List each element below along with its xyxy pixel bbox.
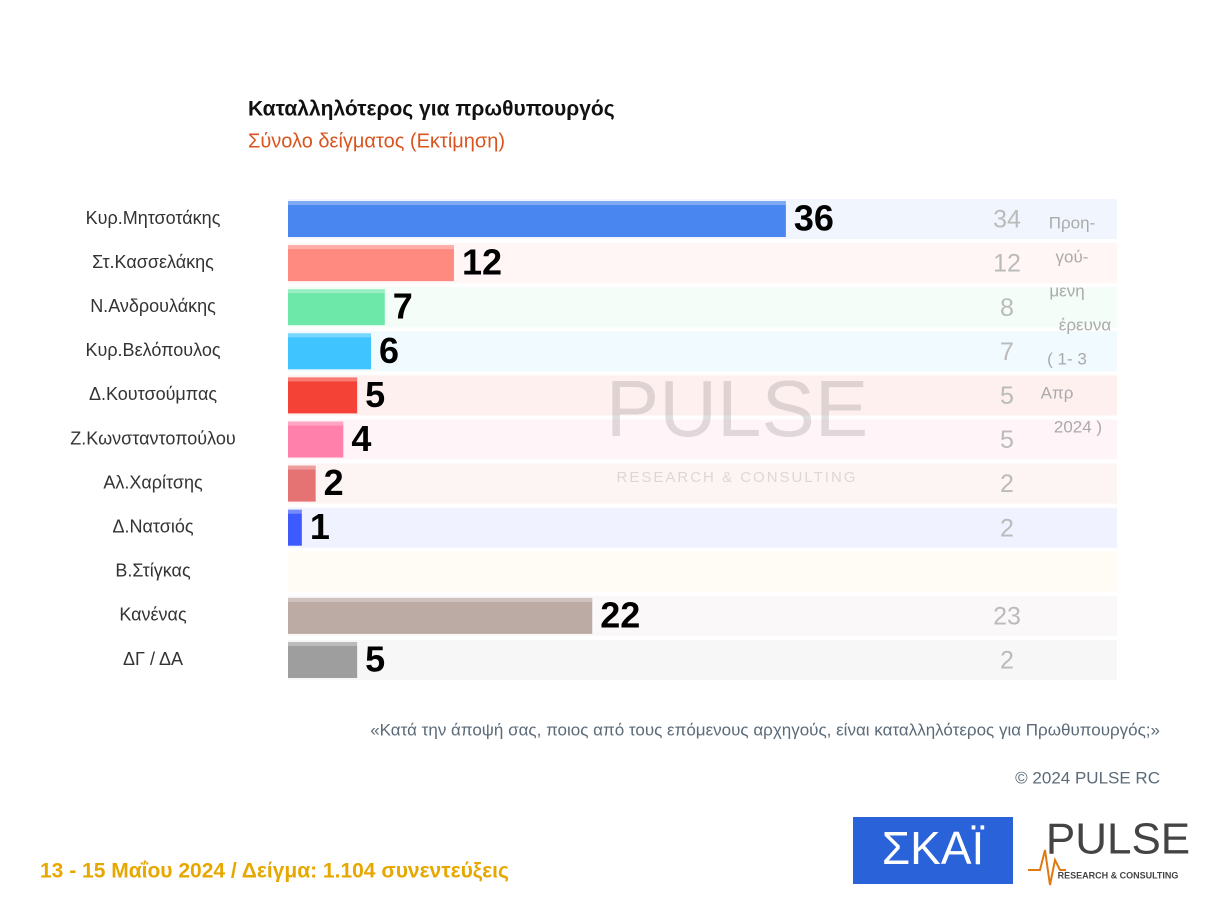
previous-value: 8 — [1000, 294, 1014, 322]
bar — [288, 377, 358, 414]
bar — [288, 245, 454, 282]
chart-title: Καταλληλότερος για πρωθυπουργός — [248, 98, 615, 121]
previous-value: 5 — [1000, 382, 1014, 410]
skai-logo-text: ΣΚΑΪ — [882, 822, 985, 874]
bar — [288, 509, 302, 546]
previous-value: 12 — [993, 250, 1021, 278]
category-label: Δ.Νατσιός — [112, 516, 193, 536]
previous-note: 2024 ) — [1054, 417, 1102, 436]
value-label: 7 — [393, 286, 413, 327]
category-label: Στ.Κασσελάκης — [92, 252, 214, 272]
category-label: Δ.Κουτσούμπας — [89, 384, 217, 404]
previous-value: 7 — [1000, 338, 1014, 366]
bar-highlight — [288, 465, 316, 470]
value-label: 36 — [794, 198, 834, 239]
bar — [288, 642, 358, 678]
previous-value: 23 — [993, 603, 1021, 631]
category-label: Κυρ.Βελόπουλος — [85, 340, 220, 360]
bar — [288, 597, 593, 634]
bar-highlight — [288, 201, 786, 205]
category-label: ΔΓ / ΔΑ — [123, 649, 183, 669]
bar-highlight — [288, 597, 593, 602]
pulse-logo-text: PULSE — [1046, 815, 1190, 864]
previous-value: 2 — [1000, 647, 1014, 675]
value-label: 4 — [351, 418, 371, 459]
row-band — [288, 419, 1117, 460]
value-label: 5 — [365, 639, 385, 680]
category-label: Ν.Ανδρουλάκης — [90, 296, 216, 316]
bar-highlight — [288, 421, 344, 426]
row-band — [288, 551, 1117, 592]
pulse-logo-sub: RESEARCH & CONSULTING — [1058, 870, 1179, 880]
value-label: 5 — [365, 374, 385, 415]
previous-note: Προη- — [1049, 213, 1096, 232]
bar-highlight — [288, 509, 302, 514]
value-label: 1 — [310, 506, 330, 547]
bar — [288, 333, 371, 370]
category-label: Β.Στίγκας — [115, 561, 191, 581]
row-band — [288, 640, 1117, 680]
watermark: PULSE — [606, 364, 868, 453]
chart-subtitle: Σύνολο δείγματος (Εκτίμηση) — [248, 130, 505, 152]
row-band — [288, 463, 1117, 504]
watermark-sub: RESEARCH & CONSULTING — [617, 469, 858, 486]
previous-note: έρευνα — [1059, 315, 1112, 334]
skai-logo — [853, 817, 1013, 884]
footer: 13 - 15 Μαΐου 2024 / Δείγμα: 1.104 συνεν… — [40, 860, 509, 883]
row-band — [288, 375, 1117, 416]
previous-note: Απρ — [1041, 383, 1074, 402]
bar-highlight — [288, 289, 385, 294]
previous-note: μενη — [1049, 281, 1084, 300]
question: «Κατά την άποψή σας, ποιος από τους επόμ… — [370, 720, 1160, 739]
copyright: © 2024 PULSE RC — [1015, 768, 1160, 787]
category-label: Αλ.Χαρίτσης — [103, 472, 203, 492]
category-label: Κυρ.Μητσοτάκης — [86, 208, 221, 228]
previous-value: 5 — [1000, 426, 1014, 454]
pulse-logo-mark — [1028, 849, 1066, 886]
category-label: Ζ.Κωνσταντοπούλου — [70, 428, 235, 448]
bar — [288, 421, 344, 458]
value-label: 6 — [379, 330, 399, 371]
bar-highlight — [288, 333, 371, 338]
bar — [288, 289, 385, 326]
bar — [288, 201, 786, 237]
value-label: 2 — [324, 462, 344, 503]
row-band — [288, 287, 1117, 328]
category-label: Κανένας — [119, 605, 187, 625]
value-label: 12 — [462, 242, 502, 283]
bar-highlight — [288, 245, 454, 250]
row-band — [288, 507, 1117, 548]
bar-highlight — [288, 377, 358, 382]
row-band — [288, 331, 1117, 372]
value-label: 22 — [600, 594, 640, 635]
bar — [288, 465, 316, 502]
previous-note: ( 1- 3 — [1047, 349, 1087, 368]
previous-value: 2 — [1000, 470, 1014, 498]
previous-note: γού- — [1056, 247, 1089, 266]
previous-value: 34 — [993, 206, 1021, 234]
previous-value: 2 — [1000, 514, 1014, 542]
bar-highlight — [288, 642, 358, 646]
